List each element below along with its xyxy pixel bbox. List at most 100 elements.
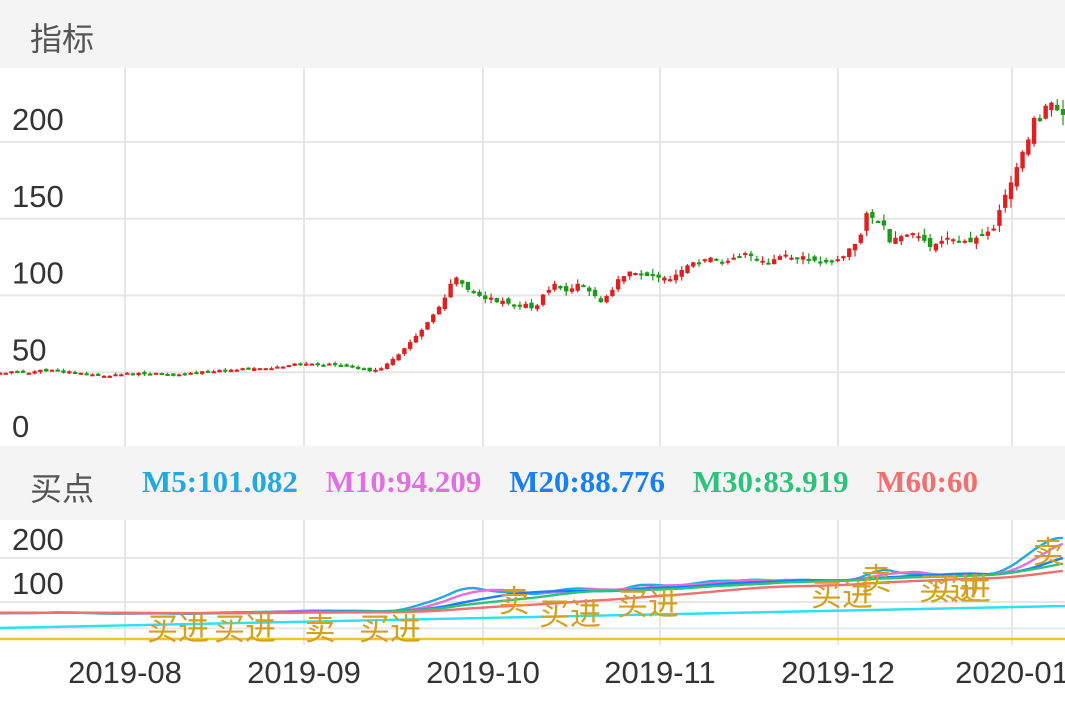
candle-body (477, 291, 482, 297)
candle (731, 253, 736, 261)
candle (627, 271, 632, 280)
candle (483, 291, 488, 304)
candle-body (985, 231, 991, 236)
candle-body (922, 234, 927, 241)
candle (101, 375, 107, 378)
candle-body (1020, 151, 1025, 169)
candle-body (639, 273, 644, 276)
candle-body (592, 289, 598, 297)
candle (956, 235, 962, 243)
candle (546, 286, 552, 296)
candle-body (286, 365, 292, 368)
candle-body (344, 364, 349, 367)
candle (1055, 99, 1060, 112)
candle (997, 204, 1002, 233)
candle (194, 370, 199, 375)
candle (714, 258, 719, 262)
y-tick-label: 0 (12, 409, 29, 444)
candle (321, 363, 326, 368)
candle-body (945, 237, 950, 240)
candle-body (355, 366, 361, 369)
candle-body (575, 283, 580, 291)
candle-body (315, 363, 320, 366)
candle (20, 369, 26, 373)
candle-body (685, 265, 690, 274)
candle (3, 372, 8, 375)
main-grid (0, 68, 1065, 446)
ma-legend-item-m10: M10:94.209 (325, 464, 482, 499)
candle-body (997, 210, 1002, 226)
candle-body (390, 358, 396, 365)
candle (858, 233, 863, 245)
x-tick-label: 2019-10 (426, 655, 540, 690)
candle-body (893, 237, 898, 244)
candle-body (800, 256, 806, 260)
candle-body (581, 285, 586, 288)
candle-body (858, 234, 863, 243)
candle (633, 272, 638, 276)
candle (841, 255, 846, 261)
candle-body (743, 253, 748, 256)
candle-body (1049, 102, 1054, 111)
signal-annotations: 买进 买进卖买进卖 买进 买进 买进卖 买进卖买进 (147, 535, 1064, 648)
candle (338, 362, 344, 368)
candle (55, 368, 60, 372)
candle-body (904, 234, 910, 237)
candle (171, 373, 176, 377)
candle-body (1037, 118, 1043, 122)
candle (927, 233, 933, 252)
y-tick-label: 100 (12, 566, 64, 601)
candle (72, 370, 78, 374)
candle-body (806, 258, 812, 261)
candle (44, 368, 49, 373)
candle-body (20, 370, 26, 373)
candle (38, 369, 43, 374)
candle (390, 356, 396, 367)
signal-label: 买进 (147, 612, 209, 648)
candle (500, 297, 505, 307)
candle (182, 372, 188, 376)
candle-body (327, 363, 332, 366)
candle (119, 373, 124, 377)
candle (506, 297, 511, 306)
candle (592, 287, 598, 299)
candle-body (38, 369, 43, 372)
candle-body (667, 279, 673, 282)
candle (327, 362, 332, 366)
candle (1014, 162, 1019, 191)
candle (90, 373, 95, 377)
candle-body (436, 306, 442, 315)
candle (211, 369, 216, 374)
ma-legend-item-m5: M5:101.082 (142, 464, 298, 499)
candle-body (49, 369, 55, 372)
candle-body (500, 300, 505, 305)
candle (662, 276, 667, 284)
candle (107, 375, 112, 378)
candle (379, 366, 384, 371)
candle-body (968, 237, 973, 243)
candle (893, 231, 898, 244)
candle-body (696, 262, 702, 265)
candle (777, 254, 783, 260)
candle (136, 372, 141, 377)
candle-body (373, 369, 378, 372)
candle (165, 372, 170, 376)
signal-label: 卖 (499, 584, 530, 620)
candle-body (650, 274, 656, 277)
candle (933, 243, 939, 253)
candle (517, 301, 523, 310)
candle-body (292, 363, 297, 366)
candle-body (32, 371, 37, 374)
indicator-label: 买点 (30, 470, 95, 508)
candle (823, 257, 829, 265)
candle-body (1031, 118, 1037, 144)
candle-body (702, 259, 708, 262)
candle (113, 372, 118, 377)
candle (783, 250, 788, 259)
candle (309, 363, 315, 366)
candle-body (402, 348, 407, 354)
candle-body (228, 369, 234, 373)
ma-lines (0, 536, 1065, 641)
candle (142, 370, 147, 376)
candle-body (321, 364, 326, 367)
